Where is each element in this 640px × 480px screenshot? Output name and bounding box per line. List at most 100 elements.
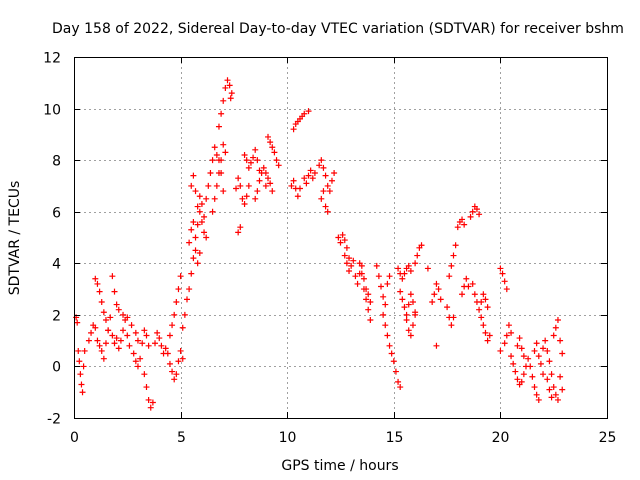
data-point xyxy=(74,319,81,326)
data-point xyxy=(194,221,201,228)
data-point xyxy=(463,275,470,282)
data-point xyxy=(211,195,218,202)
data-point xyxy=(380,311,387,318)
data-point xyxy=(79,389,86,396)
data-point xyxy=(360,275,367,282)
data-point xyxy=(205,182,212,189)
data-point xyxy=(518,378,525,385)
data-point xyxy=(265,175,272,182)
data-point xyxy=(497,265,504,272)
data-point xyxy=(243,193,250,200)
data-point xyxy=(198,200,205,207)
data-point xyxy=(503,332,510,339)
x-tick-label: 15 xyxy=(386,430,404,446)
data-point xyxy=(113,301,120,308)
data-point xyxy=(550,384,557,391)
data-point xyxy=(211,144,218,151)
data-point xyxy=(209,157,216,164)
data-point xyxy=(557,337,564,344)
data-point xyxy=(365,291,372,298)
data-point xyxy=(296,185,303,192)
data-point xyxy=(228,90,235,97)
data-point xyxy=(175,286,182,293)
data-point xyxy=(245,164,252,171)
data-point xyxy=(397,288,404,295)
data-point xyxy=(354,280,361,287)
data-point xyxy=(431,291,438,298)
data-point xyxy=(290,126,297,133)
data-point xyxy=(102,317,109,324)
data-point xyxy=(343,260,350,267)
data-point xyxy=(207,170,214,177)
data-point xyxy=(454,224,461,231)
data-point xyxy=(81,347,88,354)
data-point xyxy=(164,350,171,357)
data-point xyxy=(113,335,120,342)
data-point xyxy=(196,249,203,256)
data-point xyxy=(237,182,244,189)
data-point xyxy=(152,340,159,347)
data-point xyxy=(322,203,329,210)
x-tick-label: 20 xyxy=(492,430,510,446)
data-point xyxy=(529,373,536,380)
data-point xyxy=(115,306,122,313)
data-point xyxy=(392,368,399,375)
data-point xyxy=(318,195,325,202)
data-point xyxy=(335,234,342,241)
data-point xyxy=(239,195,246,202)
data-point xyxy=(269,188,276,195)
data-point xyxy=(350,257,357,264)
data-point xyxy=(192,234,199,241)
data-point xyxy=(497,347,504,354)
data-point xyxy=(190,219,197,226)
y-tick-label: 8 xyxy=(52,154,61,170)
data-point xyxy=(256,177,263,184)
data-point xyxy=(143,384,150,391)
y-tick-label: -2 xyxy=(47,412,61,428)
data-point xyxy=(75,347,82,354)
data-point xyxy=(328,177,335,184)
data-point xyxy=(241,200,248,207)
data-point xyxy=(407,268,414,275)
data-point xyxy=(107,314,114,321)
data-point xyxy=(535,396,542,403)
data-point xyxy=(401,304,408,311)
data-point xyxy=(395,378,402,385)
data-point xyxy=(459,216,466,223)
data-point xyxy=(397,384,404,391)
data-point xyxy=(192,188,199,195)
data-point xyxy=(171,311,178,318)
data-point xyxy=(252,195,259,202)
x-tick-label: 5 xyxy=(177,430,186,446)
data-point xyxy=(241,151,248,158)
data-point xyxy=(128,322,135,329)
data-point xyxy=(484,337,491,344)
data-point xyxy=(390,358,397,365)
data-point xyxy=(367,298,374,305)
data-point xyxy=(412,260,419,267)
data-point xyxy=(448,322,455,329)
data-point xyxy=(117,337,124,344)
data-point xyxy=(316,162,323,169)
data-point xyxy=(137,355,144,362)
data-point xyxy=(134,337,141,344)
y-tick-label: 6 xyxy=(52,206,61,222)
data-point xyxy=(465,283,472,290)
data-point xyxy=(105,327,112,334)
data-point xyxy=(395,265,402,272)
data-point xyxy=(348,262,355,269)
data-point xyxy=(132,329,139,336)
data-point xyxy=(143,332,150,339)
data-point xyxy=(226,82,233,89)
data-point xyxy=(386,342,393,349)
data-point xyxy=(78,381,85,388)
data-point xyxy=(405,262,412,269)
data-point xyxy=(100,309,107,316)
data-point xyxy=(337,239,344,246)
data-point xyxy=(405,327,412,334)
data-point xyxy=(235,175,242,182)
y-tick-label: 10 xyxy=(43,103,61,119)
data-point xyxy=(533,391,540,398)
data-point xyxy=(378,283,385,290)
data-point xyxy=(546,386,553,393)
